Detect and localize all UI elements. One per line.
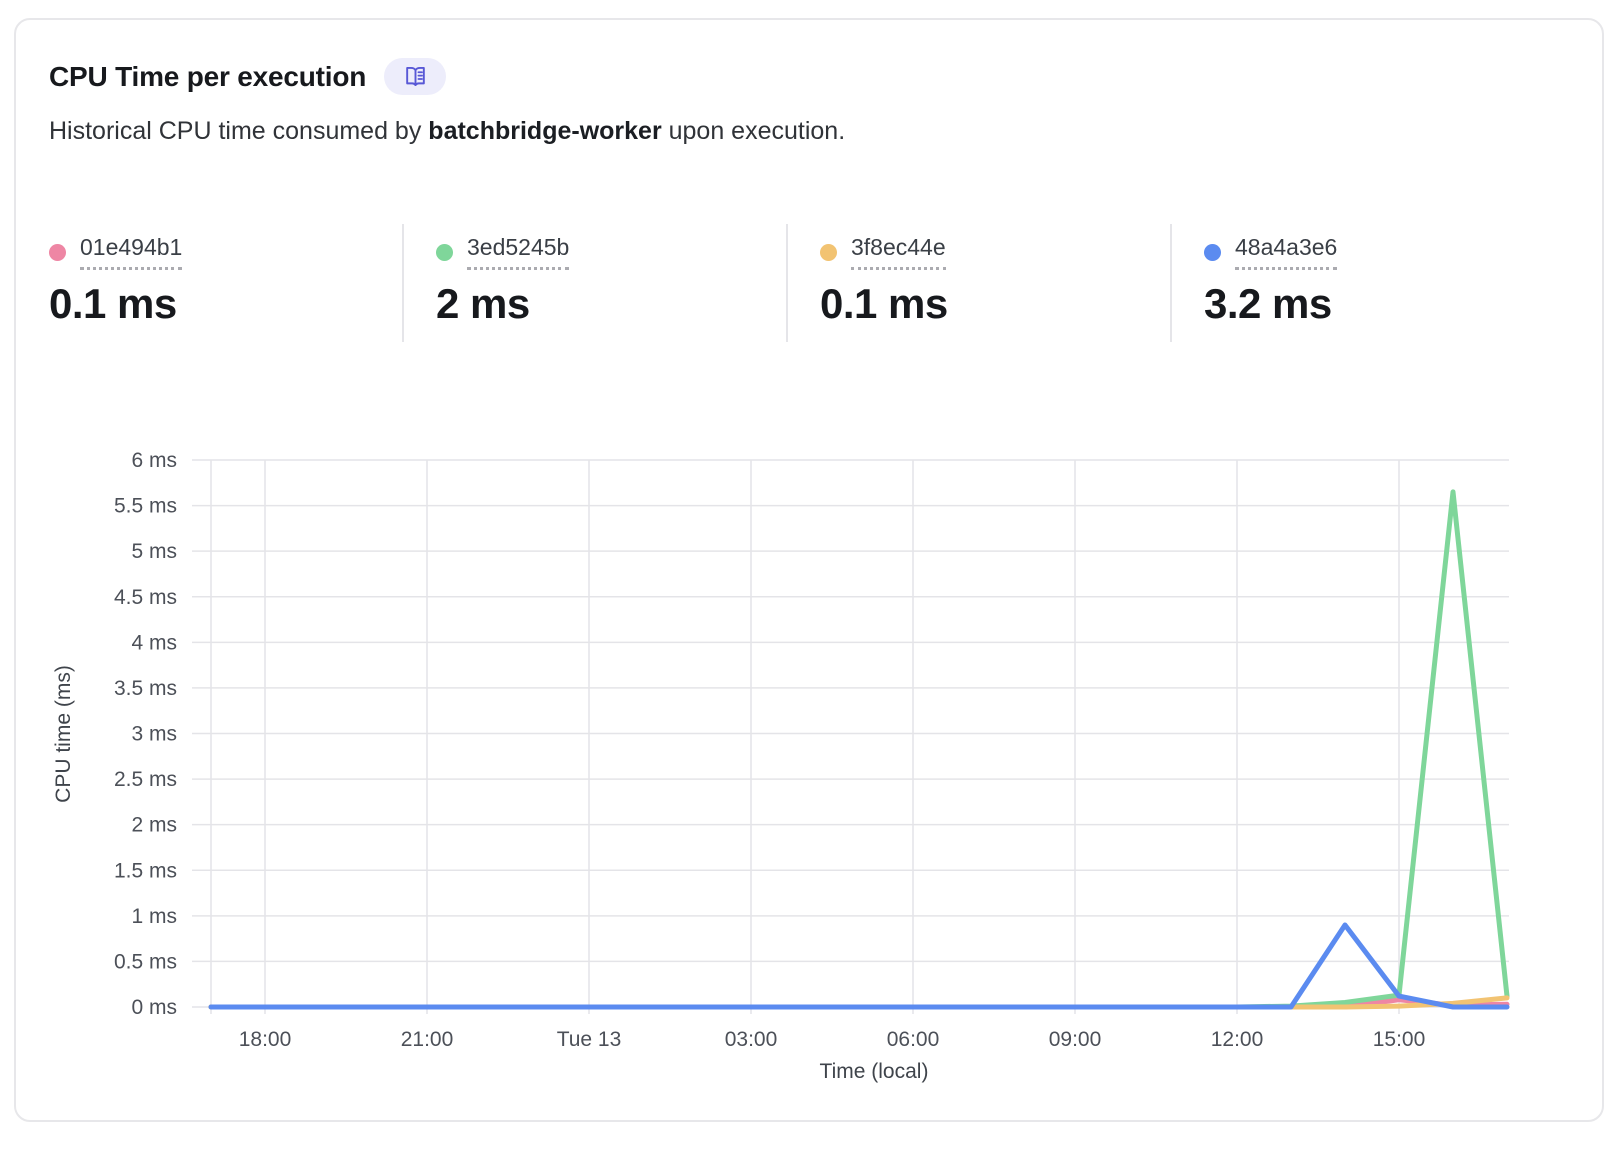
series-color-dot [1204, 243, 1221, 261]
y-tick-label: 2.5 ms [114, 768, 177, 791]
x-tick-label: 21:00 [401, 1028, 454, 1051]
cpu-chart[interactable]: 0 ms 0.5 ms 1 ms 1.5 ms 2 ms 2.5 ms 3 ms 3.5 ms… [16, 422, 1582, 1122]
x-tick-label: 06:00 [887, 1028, 940, 1051]
y-tick-label: 1 ms [131, 905, 177, 928]
x-tick-label: 03:00 [725, 1028, 778, 1051]
series-id-label[interactable]: 48a4a3e6 [1235, 234, 1338, 270]
y-tick-label: 3.5 ms [114, 677, 177, 700]
series-color-dot [49, 243, 66, 261]
series-summary-value: 3.2 ms [1204, 280, 1332, 327]
book-icon [405, 66, 425, 87]
docs-badge[interactable] [384, 58, 447, 95]
chart-axis-labels: 0 ms 0.5 ms 1 ms 1.5 ms 2 ms 2.5 ms 3 ms 3.5 ms… [52, 449, 1425, 1083]
series-summary-value: 0.1 ms [820, 280, 948, 327]
y-tick-label: 3 ms [131, 723, 177, 746]
legend-item-header: 3f8ec44e [820, 234, 1170, 270]
series-id-label[interactable]: 3f8ec44e [851, 234, 946, 270]
y-tick-label: 6 ms [131, 449, 177, 472]
card-subtitle: Historical CPU time consumed by batchbri… [49, 117, 1602, 146]
chart-gridlines [192, 459, 1509, 1014]
y-tick-label: 0.5 ms [114, 950, 177, 973]
y-tick-label: 4 ms [131, 631, 177, 654]
y-tick-label: 0 ms [131, 996, 177, 1019]
x-axis-title: Time (local) [820, 1060, 929, 1083]
subtitle-suffix: upon execution. [661, 117, 846, 145]
page-title: CPU Time per execution [49, 60, 367, 92]
y-tick-label: 1.5 ms [114, 859, 177, 882]
x-tick-label: 12:00 [1211, 1028, 1264, 1051]
series-color-dot [820, 243, 837, 261]
series-summary-value: 0.1 ms [49, 280, 177, 327]
worker-name: batchbridge-worker [428, 117, 662, 145]
series-id-label[interactable]: 01e494b1 [80, 234, 183, 270]
legend: 01e494b1 0.1 ms 3ed5245b 2 ms 3f8ec44e 0… [49, 224, 1562, 342]
legend-item-header: 01e494b1 [49, 234, 402, 270]
x-tick-label: 09:00 [1049, 1028, 1102, 1051]
x-tick-label: 15:00 [1373, 1028, 1426, 1051]
series-summary-value: 2 ms [436, 280, 530, 327]
x-tick-label: Tue 13 [557, 1028, 622, 1051]
series-line-48a4a3e6 [208, 922, 1510, 1010]
x-tick-label: 18:00 [239, 1028, 292, 1051]
y-tick-label: 2 ms [131, 814, 177, 837]
series-color-dot [436, 243, 453, 261]
legend-item: 48a4a3e6 3.2 ms [1170, 224, 1562, 342]
card-header: CPU Time per execution [16, 20, 1602, 95]
y-tick-label: 4.5 ms [114, 586, 177, 609]
y-tick-label: 5.5 ms [114, 495, 177, 518]
legend-item: 3f8ec44e 0.1 ms [786, 224, 1170, 342]
series-id-label[interactable]: 3ed5245b [467, 234, 570, 270]
cpu-time-card: CPU Time per execution Historical CPU ti… [14, 18, 1604, 1122]
series-line-3ed5245b [208, 489, 1510, 1010]
subtitle-prefix: Historical CPU time consumed by [49, 117, 429, 145]
chart-series-lines [208, 489, 1510, 1010]
legend-item-header: 48a4a3e6 [1204, 234, 1562, 270]
legend-item: 3ed5245b 2 ms [402, 224, 786, 342]
legend-item-header: 3ed5245b [436, 234, 786, 270]
y-tick-label: 5 ms [131, 540, 177, 563]
legend-item: 01e494b1 0.1 ms [49, 224, 402, 342]
y-axis-title: CPU time (ms) [52, 665, 75, 803]
